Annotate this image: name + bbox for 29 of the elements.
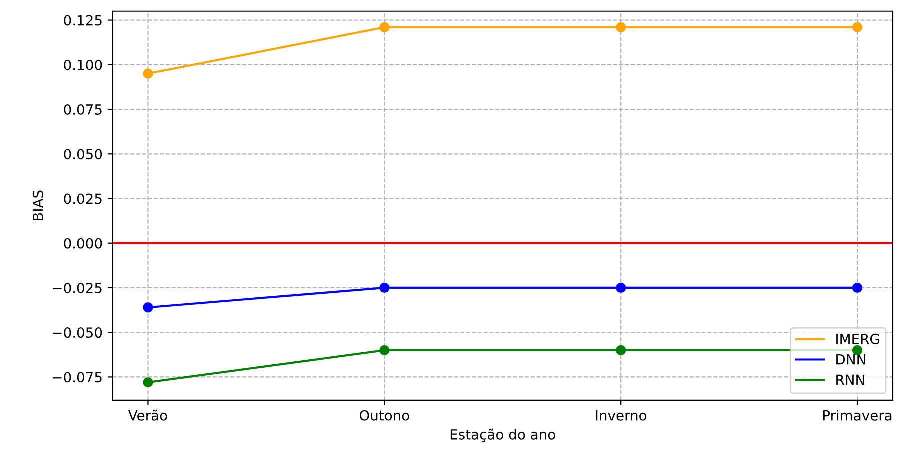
y-tick-label: 0.000 [64, 238, 102, 249]
legend-label: DNN [836, 354, 866, 365]
x-tick-label: Outono [360, 410, 410, 421]
y-tick-label: 0.025 [64, 194, 102, 204]
y-tick-label: 0.100 [64, 60, 102, 70]
x-tick-label: Inverno [596, 410, 647, 421]
y-tick-label: −0.050 [53, 328, 102, 338]
point [143, 377, 154, 388]
y-axis-title: BIAS [32, 190, 44, 220]
y-tick-label: −0.075 [53, 372, 102, 383]
point [616, 282, 626, 294]
point [143, 302, 154, 313]
x-tick-label: Verão [128, 410, 168, 421]
point [380, 22, 390, 33]
y-tick-label: 0.125 [64, 15, 102, 26]
legend-label: IMERG [836, 334, 880, 344]
point [616, 22, 626, 33]
x-axis-title: Estação do ano [450, 428, 556, 442]
point [143, 68, 154, 79]
y-tick-label: 0.075 [64, 104, 102, 115]
point [380, 282, 390, 294]
point [852, 22, 863, 33]
y-tick-label: −0.025 [53, 282, 102, 294]
y-tick-label: 0.050 [64, 149, 102, 160]
point [852, 282, 863, 294]
x-tick-label: Primavera [824, 410, 892, 421]
legend-label: RNN [836, 374, 864, 386]
point [616, 345, 626, 356]
point [380, 345, 390, 356]
